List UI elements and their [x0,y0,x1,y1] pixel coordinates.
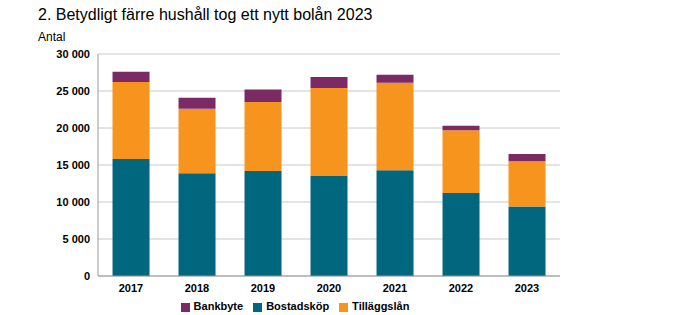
svg-text:2022: 2022 [449,282,473,294]
html-text:Bostadsköp: Bostadsköp [266,300,330,312]
svg-text:2020: 2020 [317,282,341,294]
svg-text:0: 0 [84,270,90,282]
html-text:Antal: Antal [38,30,66,44]
html-text:2. Betydligt färre hushåll tog: 2. Betydligt färre hushåll tog ett nytt … [38,6,373,23]
svg-text:15 000: 15 000 [56,159,90,171]
svg-text:5 000: 5 000 [62,233,90,245]
svg-text:2017: 2017 [119,282,143,294]
svg-text:2023: 2023 [515,282,539,294]
svg-text:2021: 2021 [383,282,407,294]
svg-text:2019: 2019 [251,282,275,294]
html-text:Tilläggslån: Tilläggslån [352,300,410,312]
svg-text:30 000: 30 000 [56,48,90,60]
svg-text:25 000: 25 000 [56,85,90,97]
svg-text:2018: 2018 [185,282,209,294]
svg-text:20 000: 20 000 [56,122,90,134]
html-text:Bankbyte: Bankbyte [193,300,244,312]
svg-text:10 000: 10 000 [56,196,90,208]
